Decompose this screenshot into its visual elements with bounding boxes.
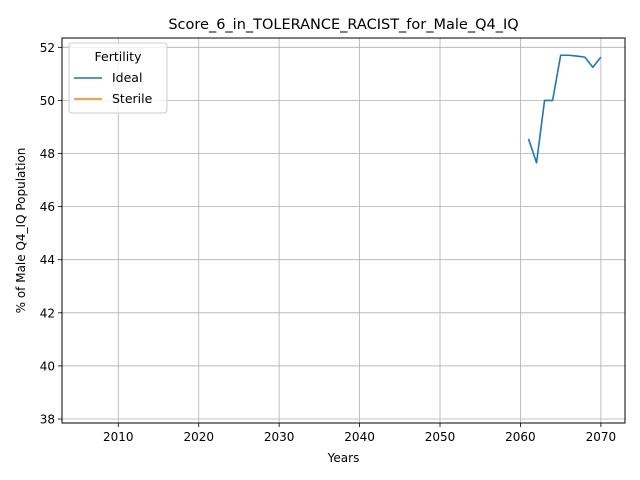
- x-tick-label: 2020: [183, 430, 214, 444]
- x-axis-label: Years: [327, 451, 360, 465]
- y-tick-label: 42: [40, 306, 55, 320]
- y-axis-label: % of Male Q4_IQ Population: [14, 148, 28, 314]
- plot-area-frame: [61, 37, 626, 424]
- x-tick-label: 2040: [344, 430, 375, 444]
- x-tick-label: 2070: [586, 430, 617, 444]
- y-tick-label: 50: [40, 94, 55, 108]
- y-tick-label: 40: [40, 359, 55, 373]
- x-tick-label: 2060: [505, 430, 536, 444]
- chart-title: Score_6_in_TOLERANCE_RACIST_for_Male_Q4_…: [168, 17, 518, 33]
- legend-box: [68, 42, 168, 114]
- x-tick-label: 2030: [264, 430, 295, 444]
- y-tick-label: 38: [40, 413, 55, 427]
- grid: [62, 38, 625, 423]
- series-lines: [527, 54, 602, 164]
- y-tick-label: 46: [40, 200, 55, 214]
- legend: Fertility Ideal Sterile: [68, 42, 168, 114]
- y-tick-label: 44: [40, 253, 55, 267]
- x-tick-label: 2010: [103, 430, 134, 444]
- x-tick-label: 2050: [425, 430, 456, 444]
- legend-title: Fertility: [95, 49, 143, 64]
- legend-label-sterile: Sterile: [112, 91, 153, 106]
- y-tick-label: 48: [40, 147, 55, 161]
- series-line-ideal: [527, 54, 602, 164]
- axis-ticks: 2010 2020 2030 2040 2050 2060 2070 38 40 42 44 46 48…: [40, 41, 616, 444]
- legend-label-ideal: Ideal: [112, 70, 142, 85]
- y-tick-label: 52: [40, 41, 55, 55]
